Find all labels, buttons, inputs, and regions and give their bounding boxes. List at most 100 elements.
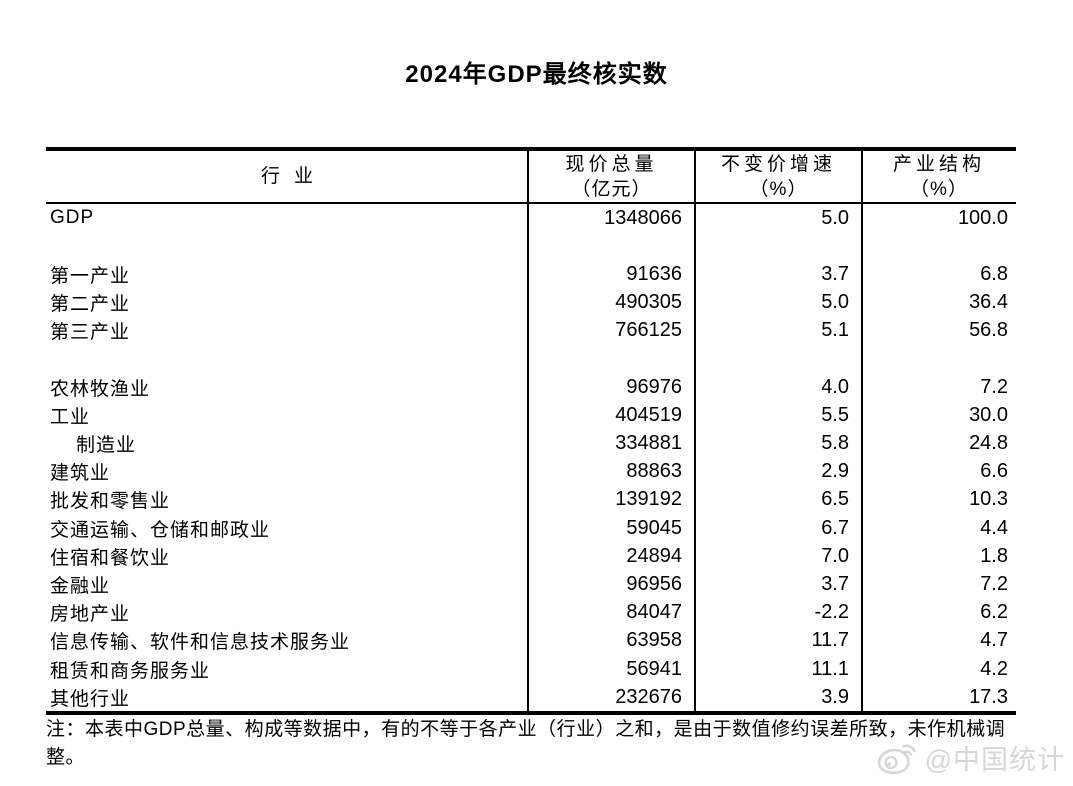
table-row: 第二产业 490305 5.0 36.4	[46, 289, 1016, 317]
table-header-row: 行业 现价总量 （亿元） 不变价增速 （%） 产业结构 （%）	[46, 151, 1016, 204]
row-label: 农林牧渔业	[50, 378, 151, 400]
row-growth: 6.5	[821, 488, 849, 511]
row-growth: 4.0	[821, 375, 849, 398]
row-growth: 6.7	[821, 516, 849, 539]
header-current-price-total: 现价总量 （亿元）	[528, 152, 695, 202]
table-body: GDP 1348066 5.0 100.0 第一产业 91636 3.7 6.8…	[46, 204, 1016, 711]
footnote: 注：本表中GDP总量、构成等数据中，有的不等于各产业（行业）之和，是由于数值修约…	[46, 719, 1006, 768]
table-spacer-row	[46, 232, 1016, 260]
header-constant-price-growth-line1: 不变价增速	[720, 153, 836, 175]
row-growth: 11.7	[811, 629, 849, 652]
row-share: 56.8	[969, 319, 1008, 342]
watermark: @中国统计	[875, 738, 1065, 777]
row-label: 第一产业	[50, 265, 131, 287]
table-row: 金融业 96956 3.7 7.2	[46, 570, 1016, 598]
column-divider-1	[527, 151, 529, 712]
row-label: 第二产业	[50, 294, 131, 316]
row-total: 139192	[615, 488, 682, 511]
row-share: 6.6	[980, 460, 1008, 483]
row-share: 6.2	[980, 601, 1008, 624]
row-total: 91636	[626, 262, 682, 285]
watermark-text: @中国统计	[924, 745, 1065, 775]
row-growth: -2.2	[814, 601, 849, 624]
row-label: GDP	[50, 207, 95, 229]
table-row: 住宿和餐饮业 24894 7.0 1.8	[46, 542, 1016, 570]
row-growth: 7.0	[821, 544, 849, 567]
table-row: GDP 1348066 5.0 100.0	[46, 204, 1016, 232]
row-label: 交通运输、仓储和邮政业	[50, 519, 271, 541]
row-total: 59045	[626, 516, 682, 539]
row-share: 4.4	[980, 516, 1008, 539]
header-industry-structure: 产业结构 （%）	[862, 152, 1016, 202]
table-row: 第三产业 766125 5.1 56.8	[46, 317, 1016, 345]
column-divider-3	[861, 151, 863, 712]
row-growth: 5.1	[821, 319, 849, 342]
table-row: 第一产业 91636 3.7 6.8	[46, 260, 1016, 288]
row-label: 信息传输、软件和信息技术服务业	[50, 632, 351, 654]
row-total: 63958	[626, 629, 682, 652]
row-label: 其他行业	[50, 688, 131, 710]
row-growth: 2.9	[821, 460, 849, 483]
row-total: 96956	[626, 573, 682, 596]
row-label: 第三产业	[50, 322, 131, 344]
row-share: 4.7	[980, 629, 1008, 652]
table-row: 租赁和商务服务业 56941 11.1 4.2	[46, 655, 1016, 683]
header-industry: 行业	[260, 166, 327, 187]
table-row: 房地产业 84047 -2.2 6.2	[46, 599, 1016, 627]
row-total: 1348066	[604, 206, 682, 229]
row-label: 住宿和餐饮业	[50, 547, 171, 569]
row-share: 36.4	[969, 291, 1008, 314]
row-total: 766125	[615, 319, 682, 342]
table-row: 信息传输、软件和信息技术服务业 63958 11.7 4.7	[46, 627, 1016, 655]
row-share: 17.3	[969, 685, 1008, 708]
row-share: 7.2	[980, 573, 1008, 596]
row-total: 334881	[615, 432, 682, 455]
row-growth: 5.8	[821, 432, 849, 455]
table-row: 交通运输、仓储和邮政业 59045 6.7 4.4	[46, 514, 1016, 542]
row-share: 7.2	[980, 375, 1008, 398]
row-share: 100.0	[957, 206, 1008, 229]
row-growth: 5.0	[821, 206, 849, 229]
row-label: 批发和零售业	[50, 491, 171, 513]
row-share: 30.0	[969, 403, 1008, 426]
header-industry-structure-line1: 产业结构	[892, 153, 985, 175]
table-row: 制造业 334881 5.8 24.8	[46, 430, 1016, 458]
table-row: 建筑业 88863 2.9 6.6	[46, 458, 1016, 486]
page-title: 2024年GDP最终核实数	[405, 61, 668, 88]
row-share: 1.8	[980, 544, 1008, 567]
column-divider-2	[694, 151, 696, 712]
header-constant-price-growth-line2: （%）	[749, 178, 808, 200]
row-growth: 3.7	[821, 262, 849, 285]
header-constant-price-growth: 不变价增速 （%）	[695, 152, 862, 202]
header-current-price-total-line2: （亿元）	[571, 178, 652, 200]
row-label: 制造业	[76, 435, 137, 457]
row-total: 24894	[626, 544, 682, 567]
row-label: 金融业	[50, 576, 111, 598]
row-growth: 5.5	[821, 403, 849, 426]
table-row: 工业 404519 5.5 30.0	[46, 401, 1016, 429]
row-total: 84047	[626, 601, 682, 624]
weibo-icon	[875, 740, 919, 776]
row-share: 4.2	[980, 657, 1008, 680]
row-share: 6.8	[980, 262, 1008, 285]
row-total: 88863	[626, 460, 682, 483]
row-total: 56941	[626, 657, 682, 680]
row-total: 96976	[626, 375, 682, 398]
row-total: 490305	[615, 291, 682, 314]
row-growth: 3.9	[821, 685, 849, 708]
row-label: 工业	[50, 406, 91, 428]
table-row: 农林牧渔业 96976 4.0 7.2	[46, 373, 1016, 401]
header-industry-structure-line2: （%）	[910, 178, 968, 200]
row-label: 租赁和商务服务业	[50, 660, 211, 682]
row-label: 房地产业	[50, 604, 131, 626]
row-total: 404519	[615, 403, 682, 426]
row-share: 24.8	[969, 432, 1008, 455]
row-label: 建筑业	[50, 463, 111, 485]
table-row: 批发和零售业 139192 6.5 10.3	[46, 486, 1016, 514]
row-growth: 3.7	[821, 573, 849, 596]
row-growth: 11.1	[811, 657, 849, 680]
table-spacer-row	[46, 345, 1016, 373]
gdp-table: 行业 现价总量 （亿元） 不变价增速 （%） 产业结构 （%） GDP 1348…	[46, 147, 1016, 716]
header-current-price-total-line1: 现价总量	[565, 153, 658, 175]
